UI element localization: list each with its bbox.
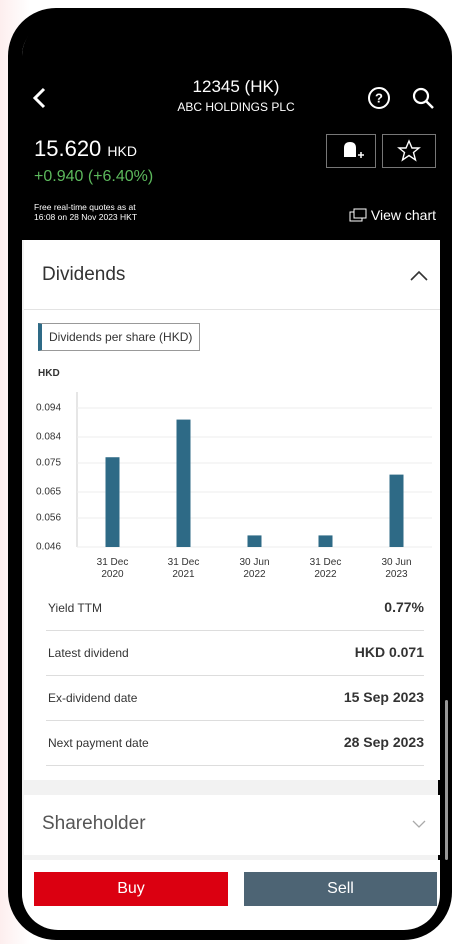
legend: Dividends per share (HKD) [38,323,201,351]
bar [247,535,262,547]
watchlist-button[interactable] [382,134,436,168]
row-value: 28 Sep 2023 [343,734,424,750]
sell-button[interactable]: Sell [244,872,437,906]
quote-note: Free real-time quotes as at 16:08 on 28 … [34,202,138,222]
row-value: 0.77% [384,599,424,615]
row-divider [46,765,424,766]
currency: HKD [107,143,137,159]
subtitle: ABC HOLDINGS PLC [177,100,295,114]
row-value: HKD 0.071 [354,644,424,660]
back-button[interactable] [30,86,50,110]
divider [24,309,440,310]
price: 15.620 [34,136,102,161]
row-divider [46,675,424,676]
row-label: Ex-dividend date [48,691,138,705]
row-label: Next payment date [48,736,149,750]
title: 12345 (HK) [192,77,280,96]
x-tick-label: 31 Dec 2020 [96,557,129,580]
bar [105,457,120,547]
bar [318,535,333,547]
section-title: Dividends [42,264,126,285]
row-divider [46,720,424,721]
price-line: 15.620 HKD [34,136,137,162]
y-axis-unit: HKD [38,368,60,379]
y-tick-label: 0.065 [36,487,61,498]
shareholder-card [24,795,440,855]
expand-button[interactable] [410,818,428,830]
row-label: Latest dividend [48,646,129,660]
x-tick-label: 30 Jun 2022 [239,557,270,580]
y-tick-label: 0.094 [36,403,61,414]
row-value: 15 Sep 2023 [343,689,424,705]
y-tick-label: 0.084 [36,432,61,443]
x-tick-label: 31 Dec 2022 [309,557,342,580]
view-chart[interactable]: View chart [330,207,436,223]
section-title: Shareholder [42,813,146,834]
bar [176,419,191,547]
x-tick-label: 31 Dec 2021 [167,557,200,580]
y-tick-label: 0.075 [36,458,61,469]
row-label: Yield TTM [48,601,103,615]
row-divider [46,630,424,631]
collapse-button[interactable] [408,268,430,284]
help-button[interactable]: ? [367,86,393,112]
view-chart-label: View chart [370,207,436,223]
price-change: +0.940 (+6.40%) [34,168,154,185]
y-tick-label: 0.046 [36,542,61,553]
bar [389,474,404,547]
header-bg [22,20,440,240]
svg-text:?: ? [375,90,383,105]
x-tick-label: 30 Jun 2023 [381,557,412,580]
buy-button[interactable]: Buy [34,872,228,906]
chart: 0.046 0.056 0.065 0.075 0.084 0.094 [36,392,432,553]
search-button[interactable] [411,86,437,112]
dividends-card [24,240,440,780]
scrollbar [445,700,448,860]
y-tick-label: 0.056 [36,513,61,524]
alert-button[interactable] [326,134,376,168]
